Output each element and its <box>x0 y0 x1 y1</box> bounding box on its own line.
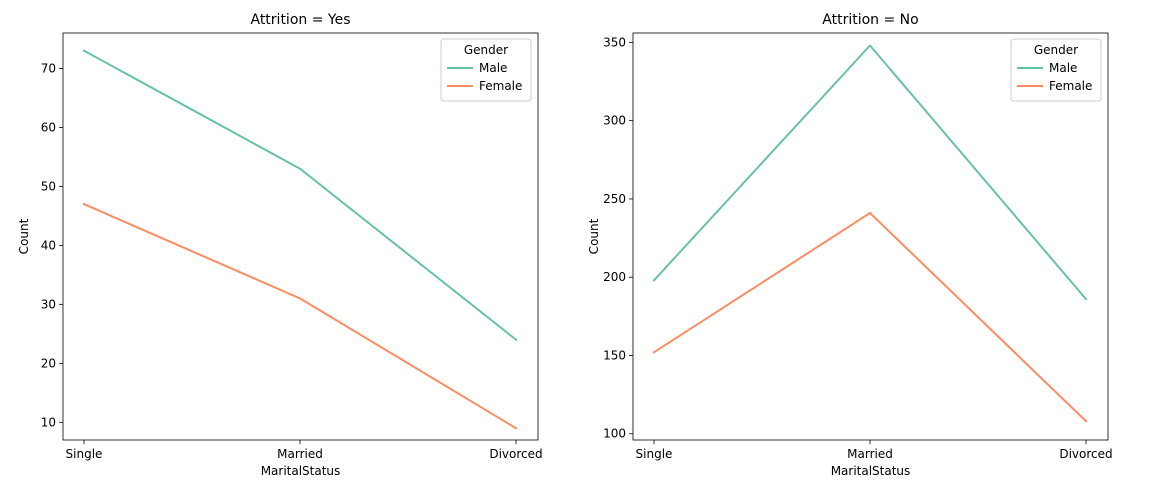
y-tick-label: 50 <box>41 179 56 193</box>
y-axis-label: Count <box>587 218 601 254</box>
data-point-female-married <box>299 297 301 300</box>
y-tick-label: 70 <box>41 61 56 75</box>
data-point-female-single <box>653 351 655 354</box>
y-tick-label: 30 <box>41 297 56 311</box>
y-tick-label: 300 <box>603 114 626 128</box>
x-tick-label: Divorced <box>1059 447 1112 461</box>
x-tick-label: Married <box>847 447 893 461</box>
data-point-male-divorced <box>515 338 517 341</box>
legend-label-male: Male <box>1049 61 1077 75</box>
legend-title: Gender <box>1034 43 1078 57</box>
x-tick-label: Divorced <box>489 447 542 461</box>
legend: Gender Male Female <box>1010 38 1102 102</box>
chart-title: Attrition = No <box>822 12 918 28</box>
y-tick-label: 350 <box>603 35 626 49</box>
y-tick-label: 200 <box>603 270 626 284</box>
data-point-female-married <box>869 212 871 214</box>
chart-panel-1: Attrition = Yes 10 20 30 40 50 60 70 Single Marri… <box>17 12 543 478</box>
series-line-female <box>652 212 1088 423</box>
chart-panel-2: Attrition = No 100 150 200 250 300 350 Single Ma… <box>587 12 1113 478</box>
x-axis-label: MaritalStatus <box>831 464 911 478</box>
data-point-male-divorced <box>1085 298 1087 301</box>
chart-title: Attrition = Yes <box>250 12 350 28</box>
legend-title: Gender <box>464 43 508 57</box>
y-tick-label: 100 <box>603 427 626 441</box>
data-point-female-divorced <box>1085 420 1087 423</box>
legend: Gender Male Female <box>440 38 532 102</box>
x-axis-label: MaritalStatus <box>261 464 341 478</box>
plot-frame <box>632 32 1109 441</box>
data-point-male-married <box>869 44 871 47</box>
y-tick-label: 250 <box>603 192 626 206</box>
data-point-female-divorced <box>515 427 517 430</box>
data-point-female-single <box>83 203 85 206</box>
y-tick-label: 60 <box>41 120 56 134</box>
y-axis-label: Count <box>17 218 31 254</box>
x-tick-label: Married <box>277 447 323 461</box>
legend-label-female: Female <box>479 79 522 93</box>
series-line-female <box>82 202 518 430</box>
legend-label-female: Female <box>1049 79 1092 93</box>
legend-label-male: Male <box>479 61 507 75</box>
y-tick-label: 10 <box>41 415 56 429</box>
y-tick-label: 40 <box>41 238 56 252</box>
x-tick-label: Single <box>636 447 673 461</box>
data-point-male-single <box>83 49 85 52</box>
x-tick-label: Single <box>66 447 103 461</box>
data-point-male-single <box>653 279 655 282</box>
plot-frame <box>62 32 539 441</box>
y-tick-label: 150 <box>603 348 626 362</box>
data-point-male-married <box>299 167 301 170</box>
y-tick-label: 20 <box>41 356 56 370</box>
